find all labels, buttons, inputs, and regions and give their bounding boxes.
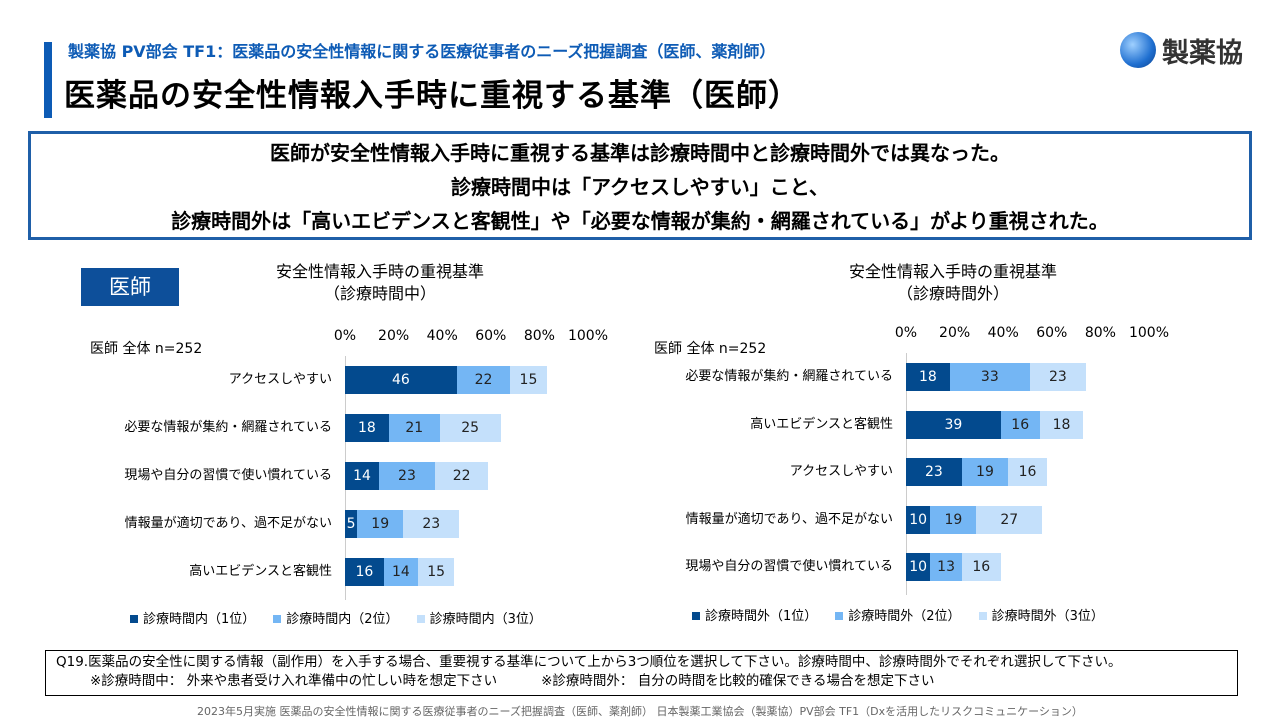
- bar-segment-rank1: 46: [345, 366, 457, 394]
- question-text: Q19.医薬品の安全性に関する情報（副作用）を入手する場合、重要視する基準につい…: [56, 654, 1122, 670]
- category-label: 高いエビデンスと客観性: [750, 416, 893, 432]
- x-tick-label: 40%: [987, 325, 1019, 341]
- x-tick-label: 100%: [1128, 325, 1170, 341]
- legend-item: 診療時間外（1位）: [692, 605, 817, 624]
- bar-segment-rank1: 14: [345, 462, 380, 490]
- summary-line: 医師が安全性情報入手時に重視する基準は診療時間中と診療時間外では異なった。: [270, 141, 1010, 165]
- x-tick-label: 20%: [378, 328, 410, 344]
- bar-segment-rank2: 21: [388, 414, 440, 442]
- legend-swatch: [978, 612, 987, 620]
- x-tick-label: 0%: [894, 325, 918, 341]
- bar-segment-rank2: 16: [1000, 410, 1040, 439]
- question-box: Q19.医薬品の安全性に関する情報（副作用）を入手する場合、重要視する基準につい…: [45, 650, 1238, 696]
- bar-segment-rank3: 18: [1039, 410, 1084, 439]
- legend-item: 診療時間外（3位）: [978, 605, 1104, 624]
- x-tick-label: 60%: [475, 328, 507, 344]
- x-tick-label: 100%: [567, 328, 609, 344]
- bar-segment-rank2: 22: [456, 366, 511, 394]
- legend-item: 診療時間外（2位）: [835, 605, 961, 624]
- legend-item: 診療時間内（1位）: [130, 608, 255, 627]
- legend-label: 診療時間内（3位）: [429, 612, 542, 627]
- bar-segment-rank2: 19: [357, 510, 404, 538]
- jpma-logo: 製薬協: [1120, 28, 1270, 72]
- category-label: アクセスしやすい: [789, 464, 893, 479]
- bar-segment-rank1: 23: [906, 458, 962, 486]
- legend-swatch: [692, 612, 700, 620]
- bar-segment-rank1: 16: [345, 558, 384, 586]
- bar-segment-rank2: 14: [383, 558, 418, 586]
- bar-segment-rank2: 13: [930, 553, 962, 581]
- chart-legend: 診療時間外（1位） 診療時間外（2位） 診療時間外（3位）: [692, 605, 1104, 624]
- x-tick-label: 80%: [1084, 325, 1116, 341]
- category-label: 情報量が適切であり、過不足がない: [124, 516, 332, 531]
- respondent-badge: 医師: [81, 268, 179, 306]
- bar-segment-rank1: 18: [345, 414, 389, 442]
- legend-swatch: [416, 615, 425, 623]
- sample-size-label: 医師 全体 n=252: [90, 341, 203, 357]
- footer-source: 2023年5月実施 医薬品の安全性情報に関する医療従事者のニーズ把握調査（医師、…: [197, 705, 1083, 718]
- slide-subtitle: 製薬協 PV部会 TF1：医薬品の安全性情報に関する医療従事者のニーズ把握調査（…: [68, 42, 776, 61]
- x-tick-label: 40%: [426, 328, 458, 344]
- category-label: 必要な情報が集約・網羅されている: [124, 420, 332, 435]
- bar-segment-rank3: 15: [417, 558, 455, 586]
- bar-segment-rank1: 10: [906, 505, 931, 534]
- bar-segment-rank3: 23: [403, 510, 460, 538]
- bar-segment-rank1: 39: [906, 410, 1001, 439]
- bar-segment-rank2: 23: [379, 462, 435, 490]
- bar-segment-rank3: 23: [1029, 363, 1086, 391]
- title-accent-bar: [44, 42, 52, 118]
- bar-segment-rank2: 33: [949, 363, 1030, 391]
- bar-segment-rank3: 15: [510, 366, 547, 394]
- legend-swatch: [273, 615, 282, 623]
- legend-label: 診療時間内（1位）: [143, 612, 256, 627]
- bar-segment-rank3: 16: [961, 553, 1001, 581]
- slide-title: 医薬品の安全性情報入手時に重視する基準（医師）: [64, 78, 800, 114]
- x-tick-label: 20%: [939, 325, 971, 341]
- sample-size-label: 医師 全体 n=252: [654, 341, 767, 357]
- category-label: 現場や自分の習慣で使い慣れている: [685, 559, 893, 574]
- legend-swatch: [835, 612, 844, 620]
- globe-icon: [1120, 32, 1156, 68]
- question-note-outside: ※診療時間外： 自分の時間を比較的確保できる場合を想定下さい: [541, 673, 935, 689]
- legend-item: 診療時間内（3位）: [416, 608, 542, 627]
- bar-segment-rank1: 10: [906, 553, 931, 581]
- x-tick-label: 80%: [523, 328, 555, 344]
- category-label: アクセスしやすい: [228, 372, 332, 387]
- category-label: 情報量が適切であり、過不足がない: [685, 511, 893, 527]
- bar-segment-rank2: 19: [930, 505, 977, 534]
- summary-box: 医師が安全性情報入手時に重視する基準は診療時間中と診療時間外では異なった。 診療…: [28, 131, 1252, 240]
- legend-label: 診療時間内（2位）: [286, 612, 399, 627]
- summary-line: 診療時間外は「高いエビデンスと客観性」や「必要な情報が集約・網羅されている」がよ…: [171, 209, 1109, 233]
- bar-segment-rank3: 25: [439, 414, 501, 442]
- x-tick-label: 0%: [333, 328, 357, 344]
- legend-item: 診療時間内（2位）: [273, 608, 399, 627]
- category-label: 必要な情報が集約・網羅されている: [685, 369, 893, 384]
- x-tick-label: 60%: [1036, 325, 1068, 341]
- chart-title: 安全性情報入手時の重視基準: [848, 262, 1057, 281]
- bar-segment-rank3: 22: [434, 462, 489, 490]
- bar-segment-rank1: 18: [906, 363, 950, 391]
- chart-title: 安全性情報入手時の重視基準: [275, 262, 484, 281]
- legend-swatch: [130, 615, 138, 623]
- bar-segment-rank3: 27: [976, 505, 1043, 534]
- legend-label: 診療時間外（1位）: [705, 609, 818, 624]
- summary-line: 診療時間中は「アクセスしやすい」こと、: [451, 175, 829, 199]
- logo-text: 製薬協: [1162, 37, 1243, 69]
- chart-legend: 診療時間内（1位） 診療時間内（2位） 診療時間内（3位）: [130, 608, 542, 627]
- legend-label: 診療時間外（3位）: [991, 609, 1104, 624]
- bar-segment-rank3: 16: [1008, 458, 1047, 486]
- bar-segment-rank1: 5: [345, 510, 358, 538]
- bar-segment-rank2: 19: [961, 458, 1009, 486]
- category-label: 高いエビデンスと客観性: [189, 564, 332, 579]
- legend-label: 診療時間外（2位）: [848, 609, 961, 624]
- chart-subtitle: （診療時間外）: [896, 284, 1009, 303]
- category-label: 現場や自分の習慣で使い慣れている: [124, 468, 332, 483]
- chart-subtitle: （診療時間中）: [323, 284, 436, 303]
- question-note-during: ※診療時間中： 外来や患者受け入れ準備中の忙しい時を想定下さい: [90, 673, 498, 689]
